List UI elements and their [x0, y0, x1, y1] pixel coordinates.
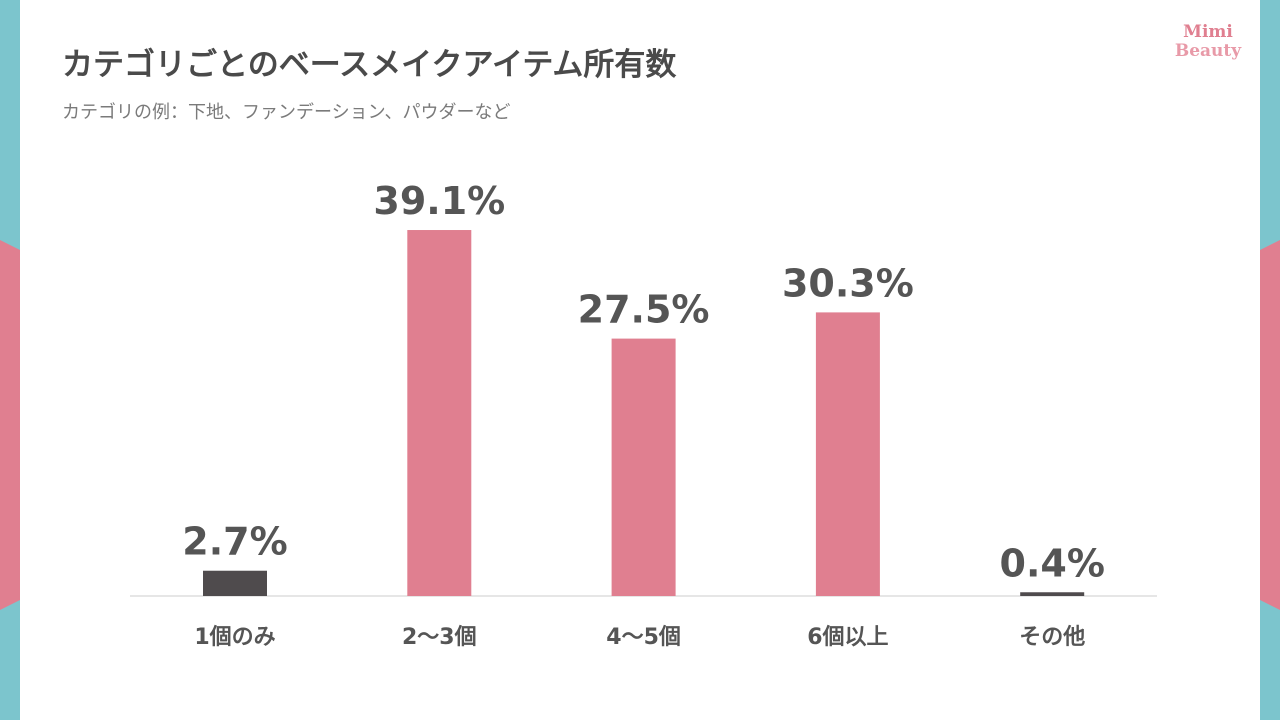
bar — [611, 338, 676, 596]
bar — [407, 230, 472, 597]
bar — [815, 312, 880, 596]
value-label: 39.1% — [373, 179, 505, 223]
x-tick-label: 4〜5個 — [606, 625, 681, 650]
logo-line: Mimi — [1183, 22, 1233, 42]
value-label: 27.5% — [578, 288, 710, 332]
chart-title: カテゴリごとのベースメイクアイテム所有数 — [62, 47, 676, 83]
value-label: 0.4% — [1000, 541, 1105, 585]
value-label: 2.7% — [182, 520, 287, 564]
right-decoration — [1260, 240, 1280, 610]
x-tick-label: 6個以上 — [807, 625, 888, 650]
x-tick-label: 1個のみ — [194, 625, 275, 650]
bar — [203, 570, 267, 596]
value-label: 30.3% — [782, 261, 914, 305]
x-tick-label: その他 — [1019, 625, 1085, 650]
left-decoration — [0, 240, 20, 610]
logo-line: Beauty — [1175, 41, 1242, 61]
chart-subtitle: カテゴリの例：下地、ファンデーション、パウダーなど — [62, 102, 511, 123]
x-tick-label: 2〜3個 — [402, 625, 477, 650]
bar — [1020, 592, 1085, 596]
